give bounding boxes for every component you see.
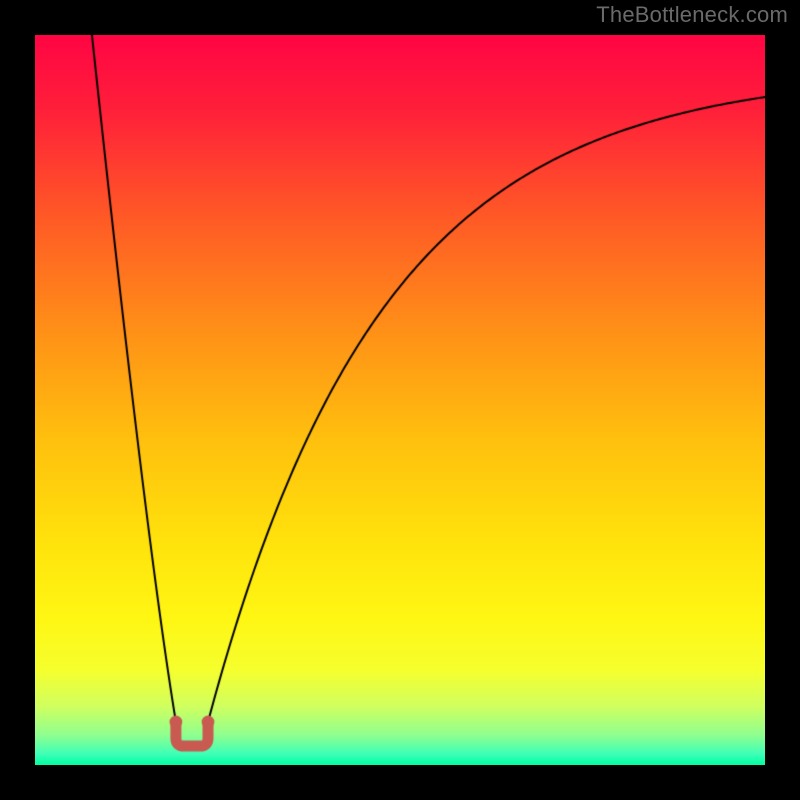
watermark-text: TheBottleneck.com <box>596 2 788 28</box>
bottleneck-curve <box>35 35 765 765</box>
chart-stage: TheBottleneck.com <box>0 0 800 800</box>
plot-area <box>35 35 765 765</box>
